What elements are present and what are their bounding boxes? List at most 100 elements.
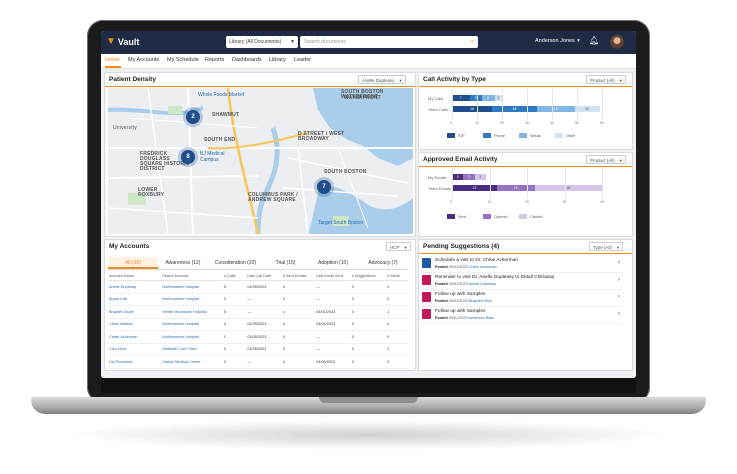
legend-item[interactable]: F2F [447, 133, 465, 138]
table-row[interactable]: Chloe Watson Northeastern Hospital 3 01/05/… [108, 318, 408, 331]
bar-segment[interactable]: 5 [469, 95, 482, 101]
bar-segment[interactable]: 3 [474, 174, 486, 180]
filter-label: Arielle Dupleasy [362, 78, 395, 83]
cluster-marker[interactable]: 8 [181, 150, 195, 164]
legend-item[interactable]: Opened [483, 214, 508, 219]
suggestion-item[interactable]: Schedule a visit to Dr. Chloe Ackerman Po… [422, 256, 622, 273]
parent-account-link[interactable]: Northeastern Hospital [161, 330, 223, 344]
parent-account-link[interactable]: Northeastern Hospital [161, 318, 223, 331]
chevron-right-icon[interactable]: › [618, 277, 620, 283]
poi-target[interactable]: Target South Boston [318, 220, 364, 226]
legend-item[interactable]: Clicked [519, 214, 542, 219]
nav-item-my-schedule[interactable]: My Schedule [167, 57, 199, 63]
email-activity-filter[interactable]: Product (All) ▼ [586, 155, 626, 164]
bar-segment[interactable]: 16 [452, 106, 492, 112]
legend-item[interactable]: Other [555, 133, 576, 138]
column-header[interactable]: Last Email Sent [315, 271, 351, 281]
tab-consideration[interactable]: Consideration (20) [214, 260, 257, 266]
suggestions-filter[interactable]: Type (All) ▼ [589, 242, 624, 251]
table-row[interactable]: Carter Ackerman Northeastern Hospital 1 01/… [108, 330, 408, 344]
suggestion-person-link[interactable]: Anderson Bliss [468, 316, 494, 320]
column-header[interactable]: Account Name [108, 271, 162, 281]
bar-segment[interactable]: 12 [452, 185, 497, 191]
user-menu[interactable]: Anderson Jones ▼ [535, 38, 581, 44]
bar-segment[interactable]: 7 [452, 95, 470, 101]
parent-account-link[interactable]: Northeastern Hospital [161, 293, 223, 306]
suggestion-person-link[interactable]: Chloe Ackerman [468, 265, 497, 269]
suggestion-item[interactable]: Reminder to visit Dr. Arielle Dupleasy t… [422, 273, 622, 290]
bar-segment[interactable]: 18 [534, 185, 602, 191]
column-header[interactable]: # Sent Emails [281, 271, 316, 281]
nav-item-leader[interactable]: Leader [294, 57, 312, 63]
nav-item-my-accounts[interactable]: My Accounts [128, 57, 160, 63]
legend-item[interactable]: Virtual [519, 133, 541, 138]
table-row[interactable]: Lila Rumsford Carlyle Medical Center 0—0 04… [108, 355, 408, 369]
search-icon[interactable]: ⌕ [470, 39, 474, 45]
nav-item-home[interactable]: Home [105, 57, 120, 63]
table-row[interactable]: Bryan Carr Northeastern Hospital 0—0—0 0 [108, 293, 408, 306]
search-input[interactable]: Search documents ⌕ [300, 36, 478, 48]
account-name-link[interactable]: Chloe Watson [108, 318, 162, 331]
table-cell: 0 [386, 330, 408, 344]
account-name-link[interactable]: Lila Rumsford [108, 355, 162, 369]
bar-segment[interactable]: 5 [482, 95, 495, 101]
suggestion-person-link[interactable]: Brayden Wolf [468, 299, 492, 303]
parent-account-link[interactable]: Waterfall Care Clinic [161, 343, 223, 356]
cluster-marker[interactable]: 7 [317, 180, 331, 194]
active-tab-background [108, 257, 158, 269]
legend-item[interactable]: Sent [447, 214, 466, 219]
category-label: My Calls [428, 96, 444, 101]
search-scope-select[interactable]: Library (All Documents) ▼ [226, 36, 298, 48]
legend-item[interactable]: Phone [483, 133, 505, 138]
table-row[interactable]: Cleo Nicol Waterfall Care Clinic 0 01/06/20… [108, 343, 408, 356]
poi-bi-medical[interactable]: BJ Medical Campus [200, 151, 225, 163]
suggestion-item[interactable]: Follow up with Samples Posted 03/01/2023 … [422, 290, 622, 307]
chevron-right-icon[interactable]: › [618, 311, 620, 317]
bar-segment[interactable]: 3 [494, 95, 502, 101]
bar-segment[interactable]: 10 [574, 106, 600, 112]
nav-item-dashboards[interactable]: Dashboards [232, 57, 262, 63]
suggestion-item[interactable]: Follow up with Samples Posted 03/01/2023 … [422, 307, 622, 324]
avatar[interactable] [610, 35, 624, 49]
bar-segment[interactable]: 3 [463, 174, 475, 180]
tab-adoption[interactable]: Adoption (10) [317, 260, 349, 266]
vault-logo[interactable]: ▼ Vault [106, 36, 139, 47]
account-name-link[interactable]: Carter Ackerman [108, 330, 162, 344]
nav-item-library[interactable]: Library [269, 57, 286, 63]
bar-segment[interactable]: 10 [497, 185, 535, 191]
parent-account-link[interactable]: Northeastern Hospital [161, 280, 223, 294]
suggestion-person-link[interactable]: Arielle Dupleasy [468, 282, 497, 286]
bar-segment[interactable]: 18 [492, 106, 537, 112]
call-activity-filter[interactable]: Product (All) ▼ [586, 75, 626, 84]
tab-trial[interactable]: Trial (15) [275, 260, 296, 266]
table-row[interactable]: Brayden Boyle Winter Mountains Hospital 5—… [108, 305, 408, 319]
poi-whole-foods[interactable]: Whole Foods Market [198, 92, 245, 98]
tab-awareness[interactable]: Awareness (12) [165, 260, 201, 266]
parent-account-link[interactable]: Carlyle Medical Center [161, 355, 223, 369]
bar-segment[interactable]: 15 [537, 106, 575, 112]
bell-icon[interactable]: 🔔︎ [589, 36, 600, 45]
table-cell: 0 [350, 318, 387, 331]
account-name-link[interactable]: Cleo Nicol [108, 343, 162, 356]
account-name-link[interactable]: Arielle Dupleasy [108, 280, 162, 294]
chevron-right-icon[interactable]: › [618, 294, 620, 300]
tab-all[interactable]: All (30) [125, 260, 141, 266]
patient-density-filter[interactable]: Arielle Dupleasy ▼ [358, 75, 406, 84]
column-header[interactable]: # Alerts [386, 271, 408, 281]
my-accounts-filter[interactable]: HCP ▼ [386, 242, 411, 251]
chevron-right-icon[interactable]: › [618, 260, 620, 266]
nav-item-reports[interactable]: Reports [205, 57, 225, 63]
column-header[interactable]: Parent Account [161, 271, 223, 281]
parent-account-link[interactable]: Winter Mountains Hospital [161, 305, 223, 319]
column-header[interactable]: # Calls [222, 271, 247, 281]
cluster-marker[interactable]: 2 [186, 110, 200, 124]
column-header[interactable]: # Suggestions [350, 271, 387, 281]
account-name-link[interactable]: Bryan Carr [108, 293, 162, 306]
tab-advocacy[interactable]: Advocacy (7) [368, 260, 398, 266]
bar-segment[interactable]: 3 [452, 174, 464, 180]
column-header[interactable]: Last Call Date [246, 271, 282, 281]
account-name-link[interactable]: Brayden Boyle [108, 305, 162, 319]
table-row[interactable]: Arielle Dupleasy Northeastern Hospital 5 01… [108, 280, 408, 294]
x-tick-label: 50 [575, 121, 579, 125]
density-map[interactable]: WATERFRONT SOUTH END FREDRICK DOUGLASS S… [108, 88, 413, 234]
